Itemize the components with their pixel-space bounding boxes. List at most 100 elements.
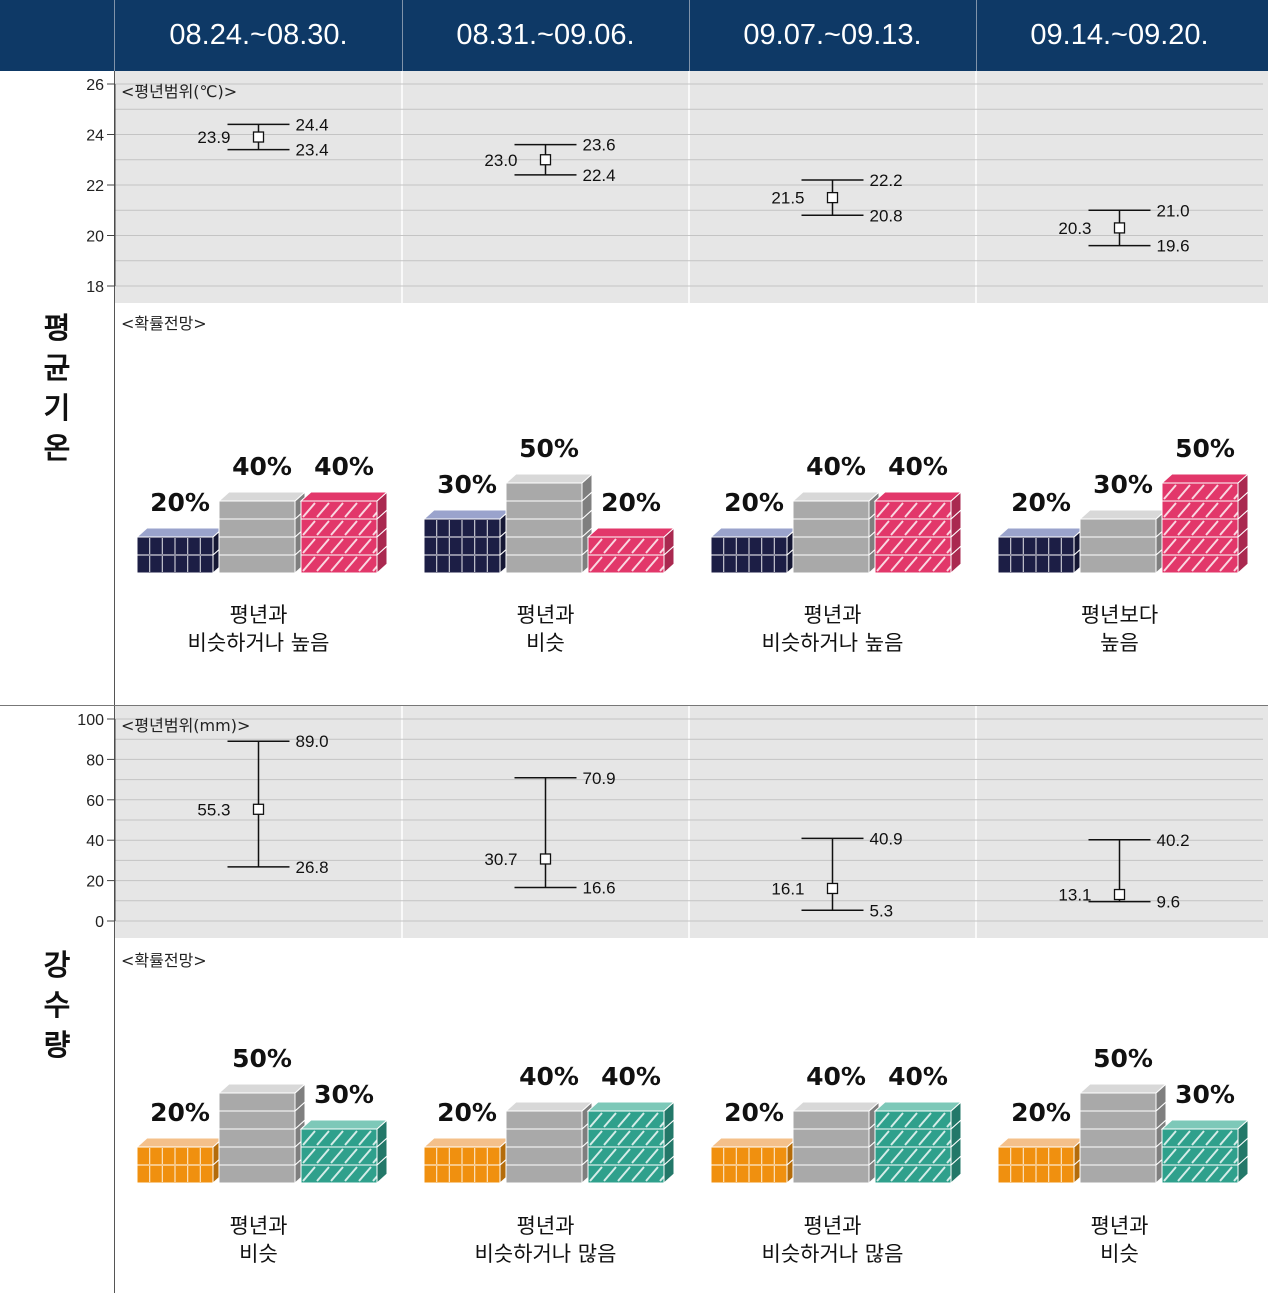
temp-block-pattern [344, 520, 358, 536]
temp-block-pattern [1177, 502, 1191, 518]
temp-block-top [135, 527, 225, 538]
temp-probability-low-label: 20% [150, 488, 210, 517]
prec-mean-marker [1113, 888, 1126, 901]
prec-block-pattern [918, 1148, 932, 1164]
temp-probability-high-label: 40% [888, 452, 948, 481]
temp-lower-label: 22.4 [583, 166, 616, 185]
temp-y-tick-label: 22 [86, 178, 104, 195]
temp-block-pattern [1163, 502, 1177, 518]
prec-mean-label: 13.1 [1058, 886, 1091, 905]
period-header-4: 09.14.~09.20. [1030, 19, 1209, 51]
temp-block-layer [505, 536, 583, 556]
temp-plot-background [115, 71, 1268, 303]
prec-block-pattern [904, 1130, 918, 1146]
prec-block-top [422, 1137, 512, 1148]
temp-upper-label: 24.4 [296, 115, 329, 134]
prec-block-pattern [932, 1148, 946, 1164]
temp-lower-label: 20.8 [870, 206, 903, 225]
temp-block-pattern [330, 502, 344, 518]
temp-block-pattern [1205, 520, 1219, 536]
temp-block-pattern [1205, 502, 1219, 518]
temp-mean-label: 23.9 [197, 128, 230, 147]
temp-block-layer [1079, 554, 1157, 574]
prec-block-top [217, 1083, 307, 1094]
temp-block-pattern [1219, 520, 1233, 536]
prec-plot-background [115, 706, 1268, 938]
precipitation-caption-4: 평년과 비슷 [1090, 1214, 1149, 1266]
temp-block-layer [792, 500, 870, 520]
temp-block-pattern [302, 502, 316, 518]
prec-block-pattern [1163, 1148, 1177, 1164]
temp-block-pattern [876, 538, 890, 554]
temp-block-pattern [302, 520, 316, 536]
prec-upper-label: 70.9 [583, 769, 616, 788]
prec-probability-low-label: 20% [437, 1098, 497, 1127]
prec-block-pattern [904, 1112, 918, 1128]
temp-block-pattern [918, 556, 932, 572]
prec-block-top [791, 1101, 881, 1112]
prec-block-layer [1079, 1128, 1157, 1148]
prec-block-pattern [589, 1148, 603, 1164]
prec-probability-mid-label: 40% [519, 1062, 579, 1091]
prec-block-pattern [876, 1148, 890, 1164]
prec-block-pattern [1191, 1130, 1205, 1146]
prec-block-pattern [631, 1148, 645, 1164]
header-divider [976, 0, 977, 71]
temp-block-pattern [645, 556, 659, 572]
prec-lower-label: 5.3 [870, 901, 894, 920]
prec-block-pattern [1163, 1166, 1177, 1182]
precipitation-prob-label: <확률전망> [121, 951, 207, 970]
prec-block-pattern [645, 1166, 659, 1182]
temp-block-layer [1079, 536, 1157, 556]
prec-y-tick-label: 100 [77, 712, 104, 729]
prec-block-pattern [645, 1112, 659, 1128]
temp-block-pattern [890, 556, 904, 572]
prec-lower-label: 26.8 [296, 858, 329, 877]
temp-block-pattern [316, 520, 330, 536]
prec-block-pattern [358, 1130, 372, 1146]
prec-probability-high-label: 30% [314, 1080, 374, 1109]
prec-block-pattern [316, 1166, 330, 1182]
temp-block-layer [505, 482, 583, 502]
temp-block-pattern [1191, 502, 1205, 518]
temp-block-pattern [918, 520, 932, 536]
prec-upper-label: 40.2 [1157, 831, 1190, 850]
prec-block-pattern [1177, 1130, 1191, 1146]
temp-block-pattern [358, 538, 372, 554]
prec-block-pattern [1177, 1148, 1191, 1164]
prec-block-layer [505, 1146, 583, 1166]
prec-block-top [504, 1101, 594, 1112]
prec-block-pattern [589, 1130, 603, 1146]
precipitation-caption-1: 평년과 비슷 [229, 1214, 288, 1266]
prec-block-pattern [932, 1166, 946, 1182]
temp-block-pattern [358, 556, 372, 572]
prec-probability-mid-label: 50% [1093, 1044, 1153, 1073]
temp-block-layer [792, 554, 870, 574]
prec-y-tick-label: 40 [86, 833, 104, 850]
prec-block-top [873, 1101, 963, 1112]
temp-probability-low-label: 20% [1011, 488, 1071, 517]
temp-block-pattern [589, 538, 603, 554]
prec-block-pattern [876, 1130, 890, 1146]
prec-mean-marker [826, 882, 839, 895]
temp-block-pattern [932, 502, 946, 518]
prec-lower-label: 9.6 [1157, 893, 1181, 912]
prec-block-layer [218, 1092, 296, 1112]
section-divider [0, 705, 1268, 706]
prec-block-pattern [344, 1148, 358, 1164]
temp-block-layer [218, 554, 296, 574]
prec-probability-high-label: 30% [1175, 1080, 1235, 1109]
temp-block-pattern [1177, 538, 1191, 554]
temp-block-pattern [1205, 484, 1219, 500]
prec-block-pattern [603, 1130, 617, 1146]
temp-block-pattern [876, 502, 890, 518]
temp-block-pattern [603, 556, 617, 572]
temp-block-pattern [316, 538, 330, 554]
temp-probability-mid-label: 40% [806, 452, 866, 481]
temp-y-tick-label: 20 [86, 229, 104, 246]
temp-block-pattern [1163, 538, 1177, 554]
prec-lower-label: 16.6 [583, 878, 616, 897]
prec-block-top [586, 1101, 676, 1112]
prec-block-pattern [302, 1148, 316, 1164]
temp-mean-marker [1113, 222, 1126, 234]
